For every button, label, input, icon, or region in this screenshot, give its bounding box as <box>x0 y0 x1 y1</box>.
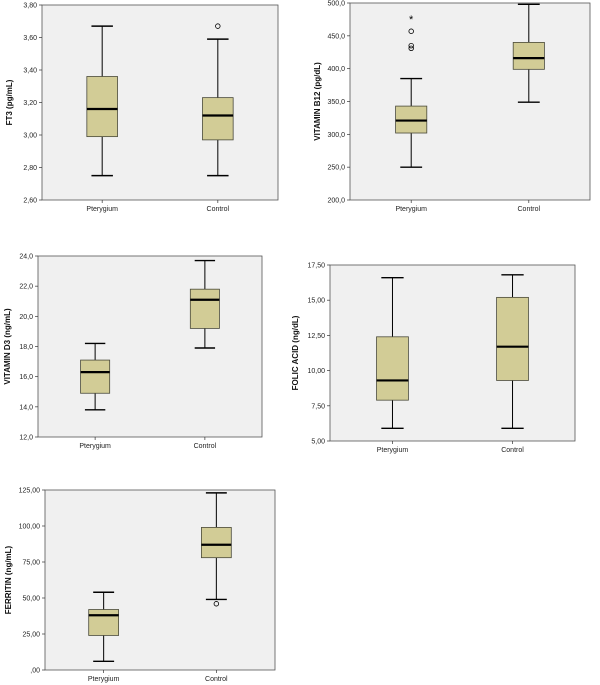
y-tick-label: ,00 <box>30 668 40 675</box>
y-tick-label: 24,0 <box>19 254 33 261</box>
y-tick-label: 3,80 <box>23 3 37 10</box>
y-tick-label: 2,80 <box>23 165 37 172</box>
category-label: Pterygium <box>79 443 111 450</box>
y-tick-label: 250,0 <box>327 165 345 172</box>
extreme-point: * <box>409 14 414 26</box>
outlier-point <box>213 601 220 607</box>
plot-area <box>349 2 591 201</box>
chart-vitamin-b12: 200,0 250,0 300,0 350,0 400,0 450,0 500,0 VITAM… <box>313 1 591 213</box>
category-label: Pterygium <box>86 206 118 213</box>
y-tick-label: 12,50 <box>307 333 325 340</box>
y-tick-label: 3,00 <box>23 133 37 140</box>
y-tick-label: 3,60 <box>23 35 37 42</box>
y-tick-label: 50,00 <box>22 596 40 603</box>
y-tick-label: 125,00 <box>19 488 41 495</box>
outlier-point <box>408 42 414 49</box>
category-label: Pterygium <box>88 676 120 683</box>
y-axis-label: FERRITIN (ng/mL) <box>4 545 13 614</box>
y-tick-label: 300,0 <box>327 132 345 139</box>
y-axis-label: VITAMIN D3 (ng/mL) <box>3 308 12 385</box>
chart-ft3: 2,60 2,80 3,00 3,20 3,40 3,60 3,80 FT3 (pg/mL) P… <box>5 3 279 213</box>
box <box>202 97 234 141</box>
box <box>512 42 545 70</box>
y-tick-label: 20,0 <box>19 314 33 321</box>
chart-ferritin: ,00 25,00 50,00 75,00 100,00 125,00 FERRITIN (… <box>4 488 276 683</box>
category-label: Control <box>194 443 217 450</box>
chart-folic-acid: 5,00 7,50 10,00 12,50 15,00 17,50 FOLIC ACID (… <box>291 263 576 454</box>
outlier-point <box>408 45 414 52</box>
y-tick-label: 500,0 <box>327 1 345 8</box>
category-label: Pterygium <box>395 206 427 213</box>
y-tick-label: 3,20 <box>23 100 37 107</box>
y-tick-label: 25,00 <box>22 632 40 639</box>
box <box>88 609 119 636</box>
category-label: Control <box>518 206 541 213</box>
y-tick-label: 200,0 <box>327 198 345 205</box>
y-axis-label: VITAMIN B12 (pg/dL) <box>313 62 322 141</box>
outlier-point <box>408 28 414 34</box>
plot-area <box>41 4 279 201</box>
category-label: Pterygium <box>377 447 409 454</box>
box <box>80 359 111 394</box>
y-tick-label: 2,60 <box>23 198 37 205</box>
y-tick-label: 12,0 <box>19 435 33 442</box>
chart-vitamin-d3: 12,0 14,0 16,0 18,0 20,0 22,0 24,0 VITAMIN D3 (… <box>3 254 263 450</box>
y-tick-label: 5,00 <box>311 439 325 446</box>
y-tick-label: 22,0 <box>19 284 33 291</box>
y-tick-label: 14,0 <box>19 404 33 411</box>
y-tick-label: 100,00 <box>19 524 41 531</box>
y-tick-label: 350,0 <box>327 99 345 106</box>
y-tick-label: 16,0 <box>19 374 33 381</box>
box <box>376 336 409 401</box>
y-tick-label: 10,00 <box>307 368 325 375</box>
y-tick-label: 7,50 <box>311 403 325 410</box>
plot-area <box>329 264 576 442</box>
outlier-point <box>215 23 221 29</box>
box <box>496 296 529 381</box>
category-label: Control <box>207 206 230 213</box>
category-label: Control <box>205 676 228 683</box>
y-axis-label: FT3 (pg/mL) <box>5 79 14 125</box>
box <box>86 76 118 138</box>
box <box>200 527 232 559</box>
y-tick-label: 15,00 <box>307 298 325 305</box>
category-label: Control <box>501 447 524 454</box>
plot-area <box>44 489 276 671</box>
y-axis-label: FOLIC ACID (ng/dL) <box>291 315 300 390</box>
plot-area <box>37 255 263 438</box>
y-tick-label: 400,0 <box>327 66 345 73</box>
y-tick-label: 3,40 <box>23 68 37 75</box>
y-tick-label: 450,0 <box>327 33 345 40</box>
box <box>189 288 220 329</box>
y-tick-label: 75,00 <box>22 560 40 567</box>
y-tick-label: 17,50 <box>307 263 325 270</box>
y-tick-label: 18,0 <box>19 344 33 351</box>
